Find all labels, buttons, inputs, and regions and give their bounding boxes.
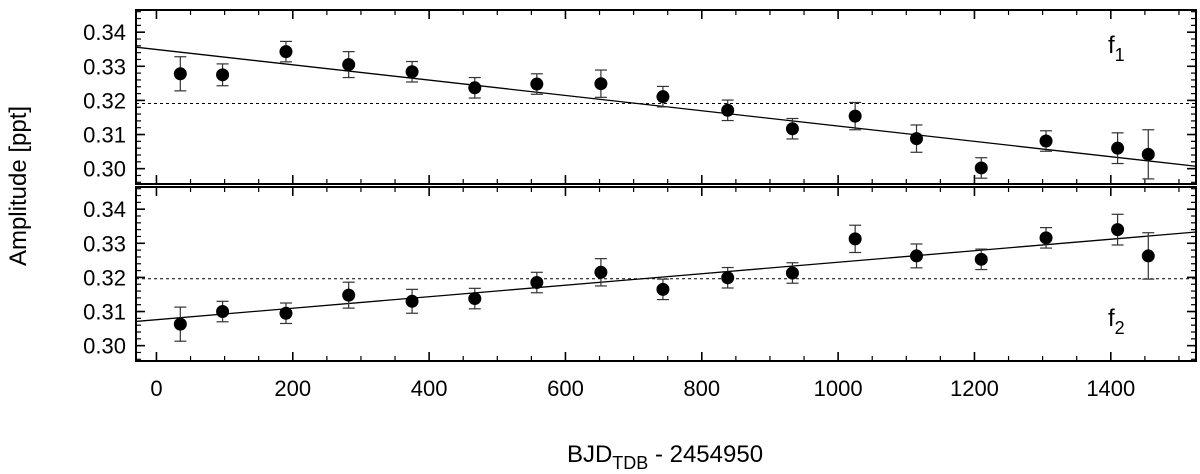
panel-label-f2: f2 <box>1108 305 1125 338</box>
y-tick-label: 0.30 <box>83 157 126 182</box>
y-tick-label: 0.33 <box>83 54 126 79</box>
x-tick-label: 400 <box>411 376 448 401</box>
data-point <box>342 58 356 72</box>
data-point <box>910 132 924 146</box>
data-point <box>656 282 670 296</box>
data-point <box>1039 231 1053 245</box>
x-tick-label: 600 <box>547 376 584 401</box>
fit-line <box>135 231 1197 323</box>
data-point <box>530 276 544 290</box>
panel-label-f1-subscript: 1 <box>1115 45 1125 65</box>
panel-f1: 0.30 0.31 0.32 0.33 0.34 <box>83 9 1197 185</box>
x-axis-title-rest: - 2454950 <box>648 441 763 468</box>
data-point <box>721 271 735 285</box>
data-point <box>530 77 544 91</box>
data-point <box>1039 134 1053 148</box>
data-point <box>656 90 670 104</box>
data-point <box>848 232 862 246</box>
y-tick-label: 0.31 <box>83 123 126 148</box>
data-point <box>594 265 608 279</box>
x-tick-label: 800 <box>683 376 720 401</box>
y-tick-label: 0.31 <box>83 300 126 325</box>
panel-label-f1-main: f <box>1108 32 1115 59</box>
data-point <box>279 45 293 59</box>
data-point <box>848 109 862 123</box>
data-point <box>1141 249 1155 263</box>
data-point <box>279 306 293 320</box>
x-tick-label: 200 <box>274 376 311 401</box>
data-point <box>1111 141 1125 155</box>
data-point <box>1141 147 1155 161</box>
x-tick-label: 1000 <box>814 376 863 401</box>
data-point <box>216 68 230 82</box>
x-axis-title-subscript: TDB <box>612 453 648 473</box>
x-tick-label: 1200 <box>950 376 999 401</box>
data-point <box>405 294 419 308</box>
data-point <box>785 122 799 136</box>
data-point <box>405 65 419 79</box>
x-axis-title-main: BJD <box>567 441 612 468</box>
data-point <box>594 77 608 91</box>
data-point <box>216 305 230 319</box>
x-axis-title: BJDTDB - 2454950 <box>567 441 763 473</box>
data-point <box>342 288 356 302</box>
data-point <box>173 317 187 331</box>
plot-frame <box>135 9 1197 185</box>
data-point <box>974 252 988 266</box>
y-axis-title: Amplitude [ppt] <box>5 106 32 266</box>
x-axis: 0 200 400 600 800 1000 1200 1400 <box>150 376 1135 401</box>
panel-f2: 0.30 0.31 0.32 0.33 0.34 <box>83 186 1197 362</box>
y-tick-label: 0.32 <box>83 265 126 290</box>
data-point <box>785 266 799 280</box>
data-point <box>974 161 988 175</box>
data-point <box>468 81 482 95</box>
data-point <box>468 292 482 306</box>
data-point <box>1111 223 1125 237</box>
data-point <box>173 67 187 81</box>
plot-frame <box>135 186 1197 362</box>
y-tick-label: 0.30 <box>83 334 126 359</box>
y-tick-label: 0.34 <box>83 20 126 45</box>
panel-label-f2-main: f <box>1108 305 1115 332</box>
data-point <box>910 249 924 263</box>
panel-label-f1: f1 <box>1108 32 1125 65</box>
x-tick-label: 1400 <box>1086 376 1135 401</box>
y-tick-label: 0.32 <box>83 88 126 113</box>
panel-label-f2-subscript: 2 <box>1115 318 1125 338</box>
data-point <box>721 103 735 117</box>
y-tick-label: 0.34 <box>83 197 126 222</box>
y-tick-label: 0.33 <box>83 231 126 256</box>
x-tick-label: 0 <box>150 376 162 401</box>
